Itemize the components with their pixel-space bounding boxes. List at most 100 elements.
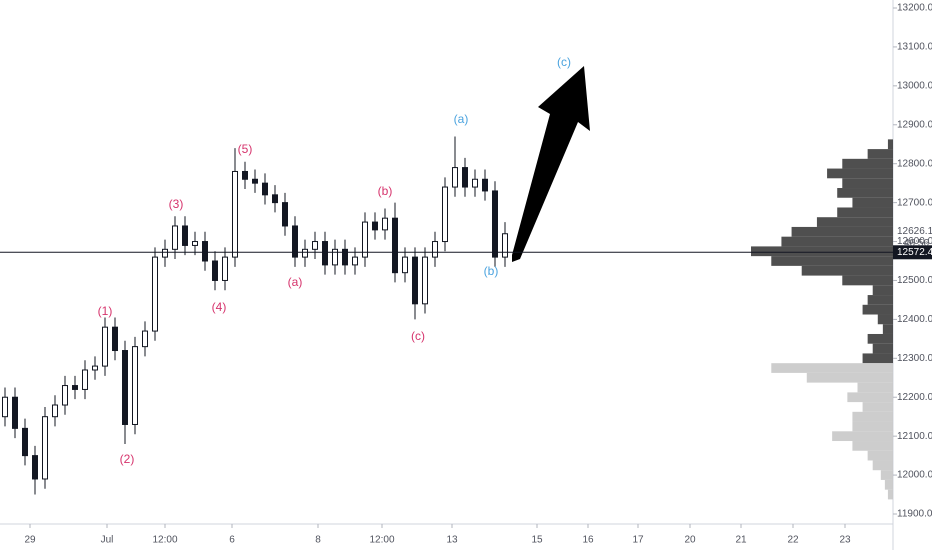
x-tick-label: 22: [787, 535, 799, 546]
x-tick-label: 8: [315, 535, 321, 546]
candle-body: [12, 396, 18, 429]
volume-profile-bar: [867, 295, 893, 305]
candle-body: [122, 350, 128, 425]
y-tick-label: 13000.0: [897, 80, 932, 91]
volume-profile-bar: [862, 402, 893, 412]
candle-body: [242, 170, 248, 180]
wave-label: (b): [378, 184, 393, 198]
x-tick-label: 15: [531, 535, 543, 546]
volume-profile-bar: [872, 460, 893, 471]
candle-body: [332, 248, 338, 266]
candle-body: [482, 178, 488, 192]
volume-profile-bar: [852, 441, 893, 451]
y-tick-label: 12100.0: [897, 431, 932, 442]
last-price-tag: [893, 245, 932, 260]
volume-profile-bar: [867, 149, 893, 159]
volume-profile-bar: [837, 207, 893, 218]
wave-label: (3): [169, 197, 184, 211]
candle-body: [172, 225, 178, 250]
candle-body: [202, 241, 208, 262]
y-tick-label: 12700.0: [897, 197, 932, 208]
candle-body: [132, 346, 138, 425]
x-tick-label: 16: [582, 535, 594, 546]
candle-body: [312, 241, 318, 250]
volume-profile-bar: [880, 470, 893, 480]
x-tick-label: 13: [446, 535, 458, 546]
volume-profile-bar: [884, 479, 893, 490]
candle-body: [342, 248, 348, 266]
volume-profile-bar: [882, 324, 893, 334]
candle-body: [142, 330, 148, 348]
wave-label: (2): [120, 452, 135, 466]
candle-body: [322, 241, 328, 266]
candle-body: [192, 241, 198, 246]
candle-body: [372, 221, 378, 231]
volume-profile-bar: [867, 450, 893, 461]
volume-profile-bar: [832, 431, 893, 442]
wave-label: (4): [212, 300, 227, 314]
countdown-label: 46:56: [904, 238, 929, 249]
volume-profile-bar: [827, 168, 893, 179]
candle-body: [102, 326, 108, 367]
candle-body: [442, 186, 448, 243]
plot: 11900.0 12000.0 12100.0 12200.0 12300.0 12400…: [0, 3, 932, 520]
volume-profile-bar: [801, 265, 893, 276]
candle-body: [392, 217, 398, 274]
wave-label: (1): [98, 304, 113, 318]
candle-body: [472, 178, 478, 188]
volume-profile-bar: [842, 178, 893, 189]
x-tick-label: Jul: [101, 535, 114, 546]
volume-profile-bar: [842, 275, 893, 286]
candle-body: [232, 170, 238, 258]
wave-label: (a): [288, 275, 303, 289]
volume-profile-bar: [857, 382, 893, 393]
candle-body: [112, 326, 118, 352]
y-tick-label: 12800.0: [897, 158, 932, 169]
y-tick-label: 12400.0: [897, 314, 932, 325]
volume-profile-bar: [791, 226, 893, 237]
last-price-label: 12572.4: [897, 247, 932, 258]
x-tick-label: 20: [684, 535, 696, 546]
volume-profile-bar: [872, 285, 893, 296]
candle-body: [462, 167, 468, 188]
wave-label: (a): [454, 112, 469, 126]
volume-profile-bar: [867, 333, 893, 344]
candle-body: [382, 217, 388, 231]
x-tick-label: 12:00: [369, 535, 394, 546]
candle-body: [162, 248, 168, 258]
candle-body: [262, 182, 268, 196]
candle-body: [52, 404, 58, 418]
x-tick-label: 12:00: [152, 535, 177, 546]
volume-profile-bar: [862, 353, 893, 364]
candle-body: [272, 194, 278, 204]
volume-profile-bar: [771, 256, 893, 266]
candle-body: [292, 225, 298, 258]
candle-body: [252, 178, 258, 184]
wave-label: (c): [411, 329, 425, 343]
candle-body: [92, 365, 98, 371]
volume-profile-bar: [877, 314, 893, 325]
wave-label: (b): [484, 264, 499, 278]
candle-body: [402, 256, 408, 274]
y-tick-label: 12000.0: [897, 470, 932, 481]
volume-profile-bar: [837, 188, 893, 198]
y-tick-label: 13100.0: [897, 42, 932, 53]
volume-profile-bar: [887, 489, 893, 500]
volume-profile-bar: [816, 217, 893, 227]
candle-body: [152, 256, 158, 332]
candle-body: [2, 396, 8, 418]
candle-body: [42, 416, 48, 480]
candle-body: [22, 427, 28, 457]
candle-body: [222, 256, 228, 281]
candle-body: [302, 248, 308, 258]
candle-body: [432, 241, 438, 258]
candle-body: [72, 385, 78, 390]
candle-body: [412, 256, 418, 305]
candle-body: [32, 455, 38, 480]
y-tick-label: 12600.0: [897, 236, 932, 247]
wave-label: (c): [557, 55, 571, 69]
volume-profile-bar: [862, 304, 893, 315]
volume-profile-bar: [842, 158, 893, 169]
